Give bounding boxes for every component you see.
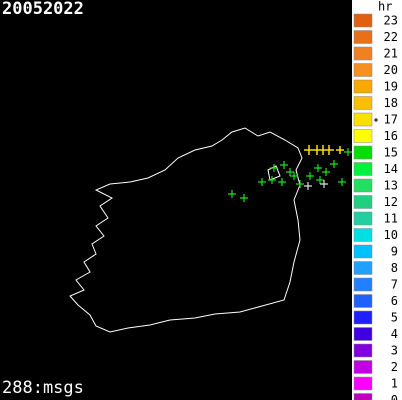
map-background xyxy=(0,0,352,400)
date-title: 20052022 xyxy=(2,0,84,19)
legend-swatch xyxy=(353,96,373,110)
legend-swatch xyxy=(353,310,373,325)
legend-swatch xyxy=(353,63,373,77)
legend-swatch xyxy=(353,178,373,193)
legend-swatch xyxy=(353,211,373,226)
legend-swatch xyxy=(353,162,373,176)
legend-swatch xyxy=(353,393,373,400)
legend-label: 19 xyxy=(384,80,398,94)
legend-label: 23 xyxy=(384,14,398,28)
white-strikes xyxy=(304,180,328,190)
legend-label: 14 xyxy=(384,162,398,176)
message-count: 288:msgs xyxy=(2,378,84,398)
coastline xyxy=(69,127,303,333)
legend-label: 15 xyxy=(384,146,398,160)
legend-swatch xyxy=(353,261,373,275)
legend-swatch xyxy=(353,244,373,259)
legend-label: 4 xyxy=(391,327,398,341)
legend-swatch xyxy=(353,145,373,160)
legend-label: 5 xyxy=(391,311,398,325)
legend-label: 3 xyxy=(391,344,398,358)
legend-label: 20 xyxy=(384,63,398,77)
legend-label: 9 xyxy=(391,245,398,259)
legend-label: 2 xyxy=(391,360,398,374)
legend-swatch xyxy=(353,195,373,209)
legend-label: 8 xyxy=(391,261,398,275)
legend-swatch xyxy=(353,79,373,94)
legend-label: 10 xyxy=(384,228,398,242)
legend-label: 17 xyxy=(384,113,398,127)
yellow-strikes xyxy=(304,145,344,155)
legend-swatch xyxy=(353,360,373,374)
legend-label: 0 xyxy=(391,393,398,400)
legend-label: 1 xyxy=(391,377,398,391)
current-hour-marker xyxy=(374,118,378,122)
legend-label: 18 xyxy=(384,96,398,110)
legend-swatch xyxy=(353,327,373,341)
legend-label: 21 xyxy=(384,47,398,61)
green-strikes xyxy=(228,148,352,202)
legend-swatch xyxy=(353,46,373,61)
legend-label: 22 xyxy=(384,30,398,44)
legend-swatch xyxy=(353,112,373,127)
legend-swatch xyxy=(353,294,373,308)
legend-label: 13 xyxy=(384,179,398,193)
legend-label: 11 xyxy=(384,212,398,226)
legend-swatch xyxy=(353,129,373,143)
legend-label: 6 xyxy=(391,294,398,308)
legend-swatch xyxy=(353,277,373,292)
legend-label: 16 xyxy=(384,129,398,143)
lake xyxy=(267,165,281,181)
legend-swatch xyxy=(353,228,373,242)
legend-swatch xyxy=(353,376,373,391)
legend-swatch xyxy=(353,30,373,44)
legend-swatch xyxy=(353,343,373,358)
legend-label: 7 xyxy=(391,278,398,292)
legend-title: hr xyxy=(378,0,392,14)
legend-label: 12 xyxy=(384,195,398,209)
legend-swatch xyxy=(353,13,373,28)
